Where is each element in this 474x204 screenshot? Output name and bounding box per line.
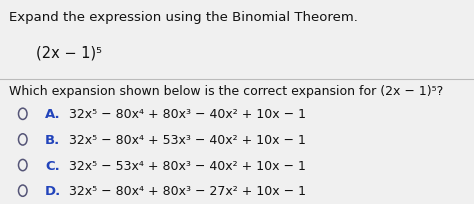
Text: (2x − 1)⁵: (2x − 1)⁵ (36, 45, 101, 60)
Text: 32x⁵ − 80x⁴ + 80x³ − 40x² + 10x − 1: 32x⁵ − 80x⁴ + 80x³ − 40x² + 10x − 1 (69, 108, 306, 121)
Text: Expand the expression using the Binomial Theorem.: Expand the expression using the Binomial… (9, 11, 357, 24)
Text: Which expansion shown below is the correct expansion for (2x − 1)⁵?: Which expansion shown below is the corre… (9, 85, 443, 98)
Text: 32x⁵ − 80x⁴ + 53x³ − 40x² + 10x − 1: 32x⁵ − 80x⁴ + 53x³ − 40x² + 10x − 1 (69, 133, 306, 146)
Text: B.: B. (45, 133, 60, 146)
Text: A.: A. (45, 108, 61, 121)
Text: C.: C. (45, 159, 60, 172)
Text: 32x⁵ − 80x⁴ + 80x³ − 27x² + 10x − 1: 32x⁵ − 80x⁴ + 80x³ − 27x² + 10x − 1 (69, 184, 306, 197)
Text: D.: D. (45, 184, 61, 197)
Text: 32x⁵ − 53x⁴ + 80x³ − 40x² + 10x − 1: 32x⁵ − 53x⁴ + 80x³ − 40x² + 10x − 1 (69, 159, 306, 172)
